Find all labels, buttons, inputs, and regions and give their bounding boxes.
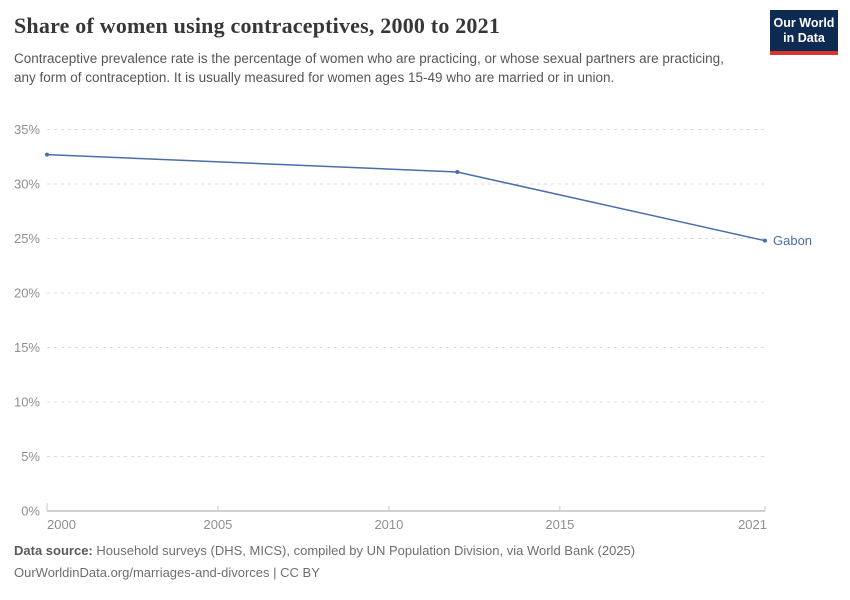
chart-subtitle: Contraceptive prevalence rate is the per… <box>14 51 724 85</box>
footer-attribution: OurWorldinData.org/marriages-and-divorce… <box>14 565 320 580</box>
owid-logo-line2: in Data <box>783 31 825 45</box>
data-point[interactable] <box>763 238 767 243</box>
footer-url-link[interactable]: OurWorldinData.org/marriages-and-divorce… <box>14 565 270 580</box>
data-point[interactable] <box>45 152 49 157</box>
y-tick-label: 10% <box>14 395 40 410</box>
x-tick-label: 2005 <box>203 517 232 532</box>
x-tick-label: 2015 <box>545 517 574 532</box>
y-tick-label: 30% <box>14 177 40 192</box>
data-line[interactable] <box>46 153 766 242</box>
series-label[interactable]: Gabon <box>773 233 812 248</box>
line-chart[interactable]: 0% 5% 10% 15% 20% 25% 30% 35% 2000 2005 2010 2015 20… <box>0 118 850 538</box>
license-link[interactable]: CC BY <box>280 565 320 580</box>
owid-logo[interactable]: Our World in Data <box>770 10 838 55</box>
owid-logo-line1: Our World <box>773 16 835 30</box>
y-tick-label: 35% <box>14 122 40 137</box>
y-tick-label: 25% <box>14 231 40 246</box>
footer-separator: | <box>269 565 281 580</box>
x-tick-label: 2021 <box>738 517 767 532</box>
y-tick-label: 20% <box>14 286 40 301</box>
owid-logo-text: Our World in Data <box>770 10 838 51</box>
page-title: Share of women using contraceptives, 200… <box>14 13 501 38</box>
y-tick-label: 0% <box>21 504 40 519</box>
y-tick-label: 5% <box>21 449 40 464</box>
y-tick-label: 15% <box>14 340 40 355</box>
x-tick-label: 2010 <box>374 517 403 532</box>
owid-logo-red-bar <box>770 51 838 55</box>
datasource-text: Household surveys (DHS, MICS), compiled … <box>92 543 636 558</box>
x-tick-label: 2000 <box>47 517 76 532</box>
datasource-label: Data source: <box>14 543 93 558</box>
footer-datasource: Data source: Household surveys (DHS, MIC… <box>14 543 635 558</box>
data-point[interactable] <box>455 170 460 175</box>
